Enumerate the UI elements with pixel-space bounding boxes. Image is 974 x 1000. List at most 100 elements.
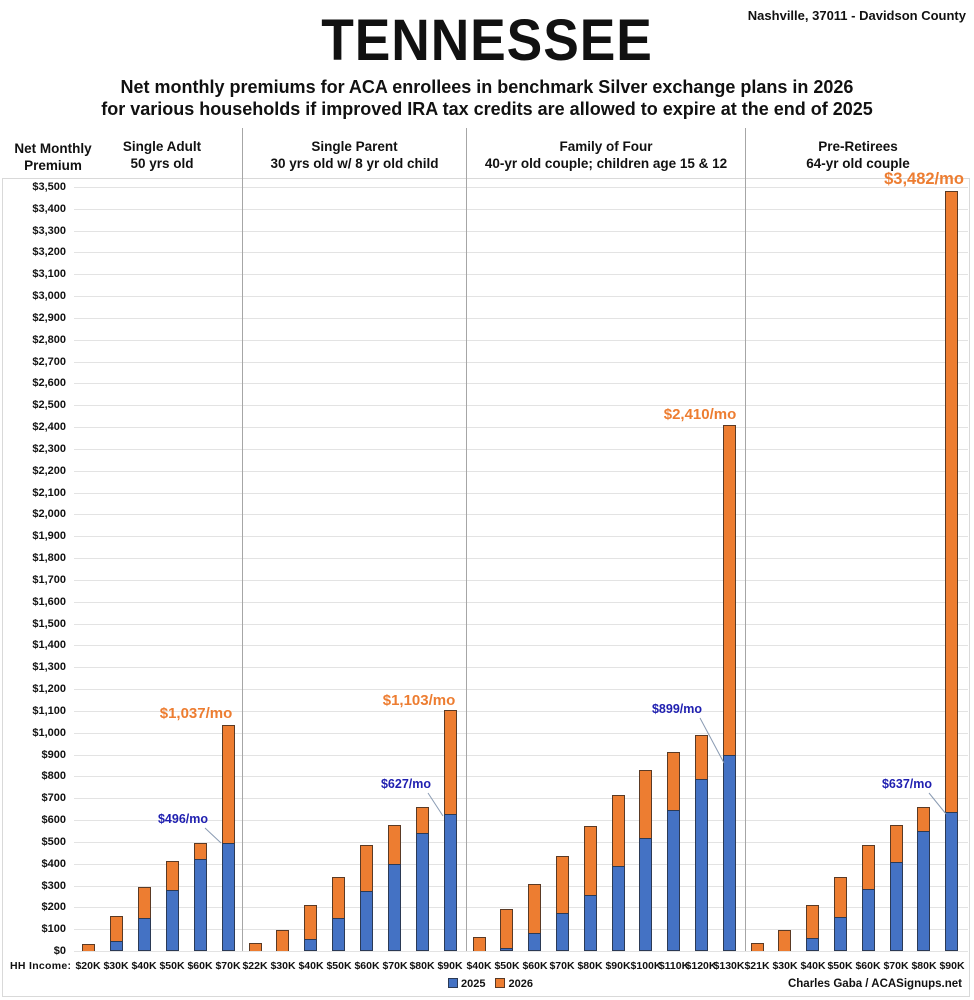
location-label: Nashville, 37011 - Davidson County bbox=[747, 8, 966, 23]
x-tick-label: $50K bbox=[159, 960, 185, 972]
gridline bbox=[74, 907, 968, 908]
bar-2025 bbox=[388, 864, 401, 951]
x-tick-label: $70K bbox=[215, 960, 241, 972]
x-tick-label: $70K bbox=[382, 960, 408, 972]
gridline bbox=[74, 252, 968, 253]
bar-2026 bbox=[667, 752, 680, 810]
bar-2026 bbox=[945, 191, 958, 812]
bar-2025 bbox=[500, 948, 513, 951]
panel-subtitle: 64-yr old couple bbox=[806, 156, 910, 171]
x-tick-label: $60K bbox=[855, 960, 881, 972]
bar-2026 bbox=[806, 905, 819, 938]
y-tick-label: $2,900 bbox=[32, 312, 66, 324]
bar-2025 bbox=[304, 939, 317, 951]
bar-2025 bbox=[584, 895, 597, 951]
panel-title: Pre-Retirees bbox=[818, 139, 898, 154]
y-axis-title-line2: Premium bbox=[24, 158, 82, 173]
x-axis-title: HH Income: bbox=[10, 960, 72, 972]
gridline bbox=[74, 427, 968, 428]
bar-2025 bbox=[332, 918, 345, 951]
bar-2025 bbox=[612, 866, 625, 951]
gridline bbox=[74, 842, 968, 843]
y-tick-label: $1,900 bbox=[32, 530, 66, 542]
bar-2025 bbox=[639, 838, 652, 951]
gridline bbox=[74, 187, 968, 188]
bar-2025 bbox=[667, 810, 680, 951]
gridline bbox=[74, 449, 968, 450]
bar-2025 bbox=[138, 918, 151, 951]
y-tick-label: $2,300 bbox=[32, 443, 66, 455]
x-tick-label: $50K bbox=[827, 960, 853, 972]
x-tick-label: $80K bbox=[911, 960, 937, 972]
bar-2025 bbox=[166, 890, 179, 951]
gridline bbox=[74, 296, 968, 297]
bar-2025 bbox=[806, 938, 819, 951]
bar-2026 bbox=[639, 770, 652, 838]
bar-2025 bbox=[416, 833, 429, 951]
panel-title: Family of Four bbox=[559, 139, 653, 154]
x-tick-label: $21K bbox=[744, 960, 770, 972]
gridline bbox=[74, 645, 968, 646]
gridline bbox=[74, 733, 968, 734]
y-tick-label: $1,500 bbox=[32, 618, 66, 630]
gridline bbox=[74, 820, 968, 821]
x-tick-label: $60K bbox=[354, 960, 380, 972]
annotation-2026-single-adult: $1,037/mo bbox=[159, 705, 233, 722]
legend-item-2026: 2026 bbox=[495, 978, 533, 990]
y-tick-label: $2,800 bbox=[32, 334, 66, 346]
bar-2025 bbox=[723, 755, 736, 951]
y-tick-label: $500 bbox=[41, 836, 66, 848]
gridline bbox=[74, 558, 968, 559]
gridline bbox=[74, 864, 968, 865]
annotation-2025-family-of-four: $899/mo bbox=[651, 702, 703, 716]
y-tick-label: $3,500 bbox=[32, 181, 66, 193]
bar-2025 bbox=[110, 941, 123, 951]
panel-header-single-adult: Single Adult 50 yrs old bbox=[96, 138, 228, 172]
y-tick-label: $800 bbox=[41, 770, 66, 782]
panel-divider bbox=[745, 128, 746, 951]
y-tick-label: $1,100 bbox=[32, 705, 66, 717]
x-tick-label: $110K bbox=[658, 960, 690, 972]
x-tick-label: $120K bbox=[685, 960, 717, 972]
gridline bbox=[74, 340, 968, 341]
annotation-2025-single-parent: $627/mo bbox=[380, 777, 432, 791]
gridline bbox=[74, 471, 968, 472]
y-tick-label: $100 bbox=[41, 923, 66, 935]
bar-2026 bbox=[194, 843, 207, 859]
bar-2026 bbox=[222, 725, 235, 843]
panel-divider bbox=[466, 128, 467, 951]
legend-swatch-2026 bbox=[495, 978, 506, 988]
gridline bbox=[74, 383, 968, 384]
gridline bbox=[74, 405, 968, 406]
bar-2025 bbox=[222, 843, 235, 951]
x-tick-label: $100K bbox=[630, 960, 662, 972]
panel-title: Single Parent bbox=[311, 139, 398, 154]
chart-subtitle-line2: for various households if improved IRA t… bbox=[101, 99, 873, 119]
bar-2026 bbox=[304, 905, 317, 939]
gridline bbox=[74, 798, 968, 799]
bar-2026 bbox=[834, 877, 847, 917]
annotation-2026-family-of-four: $2,410/mo bbox=[663, 406, 737, 423]
y-tick-label: $200 bbox=[41, 901, 66, 913]
annotation-2025-pre-retirees: $637/mo bbox=[881, 777, 933, 791]
gridline bbox=[74, 886, 968, 887]
y-tick-label: $0 bbox=[53, 945, 66, 957]
bar-2026 bbox=[723, 425, 736, 755]
annotation-2026-pre-retirees: $3,482/mo bbox=[884, 170, 964, 188]
x-tick-label: $90K bbox=[437, 960, 463, 972]
legend-label-2026: 2026 bbox=[508, 978, 533, 990]
gridline bbox=[74, 493, 968, 494]
gridline bbox=[74, 667, 968, 668]
x-tick-label: $40K bbox=[800, 960, 826, 972]
y-tick-label: $600 bbox=[41, 814, 66, 826]
y-tick-label: $2,500 bbox=[32, 399, 66, 411]
bar-2026 bbox=[166, 861, 179, 890]
y-tick-label: $2,100 bbox=[32, 487, 66, 499]
gridline bbox=[74, 929, 968, 930]
y-tick-label: $1,800 bbox=[32, 552, 66, 564]
x-tick-label: $30K bbox=[270, 960, 296, 972]
bar-2025 bbox=[360, 891, 373, 951]
y-axis-title-line1: Net Monthly bbox=[14, 141, 92, 156]
x-tick-label: $70K bbox=[883, 960, 909, 972]
bar-2026 bbox=[110, 916, 123, 941]
